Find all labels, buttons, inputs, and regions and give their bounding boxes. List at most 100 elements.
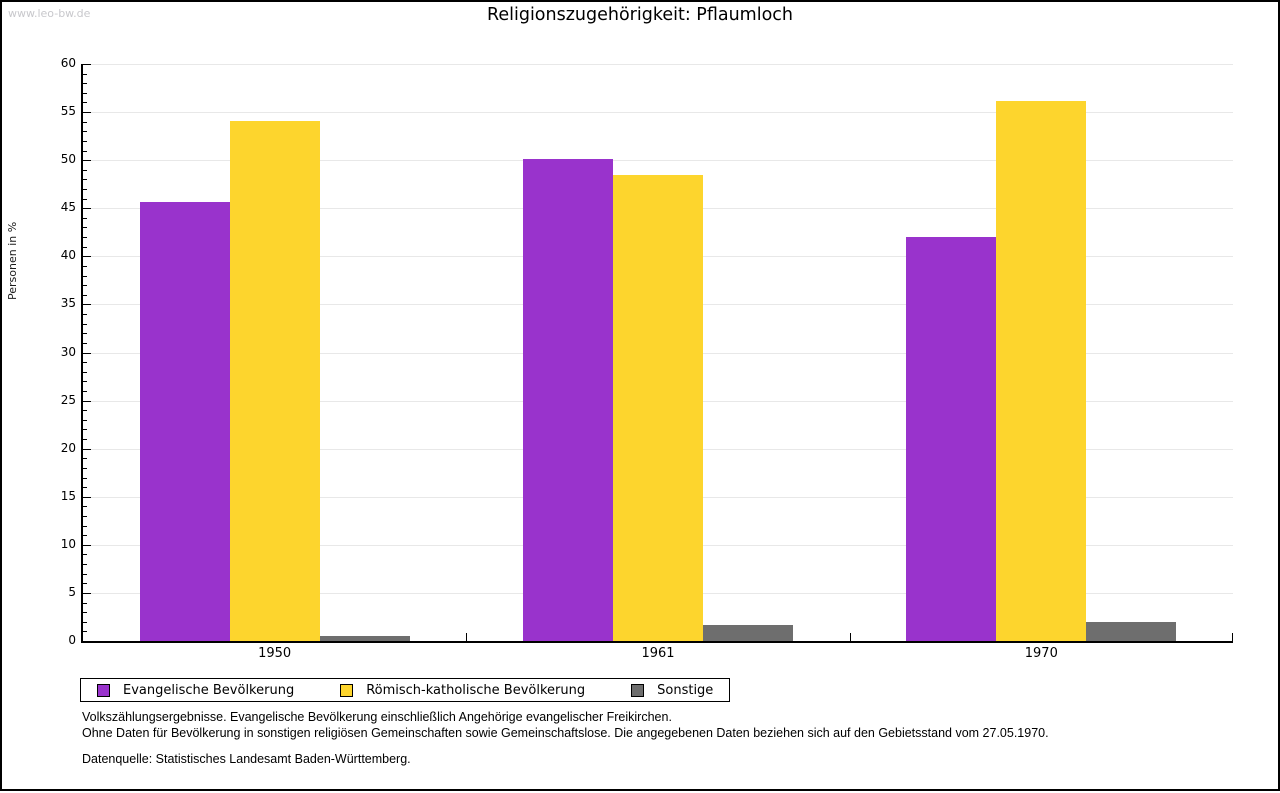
y-axis-tick [83,583,87,585]
y-axis-tick [83,179,87,181]
bar-1961-r-misch-katholische-bev-lkerung [613,175,703,641]
y-axis-tick [83,544,91,546]
y-axis-tick [83,362,87,364]
y-axis-tick [83,314,87,316]
y-axis-tick-label: 10 [60,536,76,551]
y-axis-tick-label: 25 [60,392,76,407]
legend-swatch [340,683,354,697]
y-axis-tick [83,112,91,114]
y-axis-tick [83,265,87,267]
y-axis-tick [83,439,87,441]
y-axis-tick-labels: 0 5 10 15 20 25 30 35 40 45 50 55 60 [2,2,81,793]
x-axis-labels: 1950 1961 1970 [83,646,1233,664]
plot-area [81,64,1233,643]
y-axis-tick [83,448,91,450]
legend-item-evangelisch: Evangelische Bevölkerung [97,683,294,698]
bar-1970-sonstige [1086,622,1177,641]
footnote-line-1: Volkszählungsergebnisse. Evangelische Be… [82,710,672,724]
y-axis-tick [83,294,87,296]
y-axis-tick [83,140,87,142]
y-axis-tick [83,535,87,537]
y-axis-tick [83,506,87,508]
watermark-text: www.leo-bw.de [8,7,91,20]
y-axis-tick [83,573,87,575]
y-axis-tick [83,515,87,517]
y-axis-tick [83,333,87,335]
bar-1950-sonstige [319,636,410,641]
bar-1970-evangelische-bev-lkerung [906,237,997,641]
legend-swatch [97,683,110,697]
y-axis-tick-label: 35 [60,296,76,311]
legend-label: Evangelische Bevölkerung [123,682,295,698]
y-axis-tick-label: 20 [60,440,76,455]
y-axis-tick [83,419,87,421]
footnote-line-2: Ohne Daten für Bevölkerung in sonstigen … [82,725,1049,740]
y-axis-tick [83,198,87,200]
legend-item-katholisch: Römisch-katholische Bevölkerung [340,683,585,698]
y-axis-tick [83,496,91,498]
legend-item-sonstige: Sonstige [631,683,713,698]
y-axis-tick [83,371,87,373]
y-axis-tick [83,352,91,354]
y-axis-tick [83,189,87,191]
gridline [83,112,1233,114]
y-axis-tick-label: 45 [60,200,76,215]
y-axis-tick [83,525,87,527]
y-axis-tick [83,208,91,210]
y-axis-tick [83,458,87,460]
y-axis-tick [83,410,87,412]
y-axis-tick [83,554,87,556]
y-axis-tick [83,160,91,162]
y-axis-tick-label: 15 [60,488,76,503]
y-axis-tick-label: 60 [60,56,76,70]
y-axis-tick-label: 30 [60,344,76,359]
y-axis-tick [83,237,87,239]
bar-1961-sonstige [703,625,793,641]
y-axis-tick [83,400,91,402]
y-axis-tick [83,169,87,171]
y-axis-tick [83,83,87,85]
x-category-label: 1950 [258,646,292,661]
bar-1950-evangelische-bev-lkerung [139,202,230,641]
y-axis-tick [83,150,87,152]
legend-swatch [631,683,645,697]
data-source-line: Datenquelle: Statistisches Landesamt Bad… [82,752,411,766]
footnotes: Volkszählungsergebnisse. Evangelische Be… [82,710,1232,768]
y-axis-tick [83,323,87,325]
gridline [83,160,1233,162]
x-category-label: 1970 [1024,646,1058,661]
x-category-label: 1961 [641,646,675,661]
y-axis-tick [83,564,87,566]
y-axis-tick [83,342,87,344]
legend: Evangelische Bevölkerung Römisch-katholi… [80,678,731,702]
y-axis-tick-label: 5 [68,584,76,599]
y-axis-tick-label: 55 [60,104,76,119]
y-axis-tick [83,390,87,392]
x-axis-tick [850,633,851,641]
y-axis-tick [83,602,87,604]
y-axis-tick [83,612,87,614]
gridline [83,64,1233,65]
y-axis-tick [83,256,91,258]
y-axis-tick [83,246,87,248]
y-axis-tick-label: 0 [68,633,76,647]
y-axis-tick [83,304,91,306]
y-axis-tick [83,275,87,277]
y-axis-tick [83,592,91,594]
y-axis-tick-label: 40 [60,248,76,263]
y-axis-tick [83,131,87,133]
y-axis-tick [83,102,87,104]
x-axis-tick [1232,633,1233,641]
y-axis-tick [83,227,87,229]
bar-1970-r-misch-katholische-bev-lkerung [996,101,1087,641]
y-axis-tick [83,429,87,431]
y-axis-tick [83,285,87,287]
chart-title: Religionszugehörigkeit: Pflaumloch [486,5,794,25]
y-axis-tick [83,467,87,469]
y-axis-tick [83,121,87,123]
y-axis-tick [83,621,87,623]
y-axis-tick [83,92,87,94]
bar-1950-r-misch-katholische-bev-lkerung [229,121,320,641]
y-axis-tick [83,73,87,75]
